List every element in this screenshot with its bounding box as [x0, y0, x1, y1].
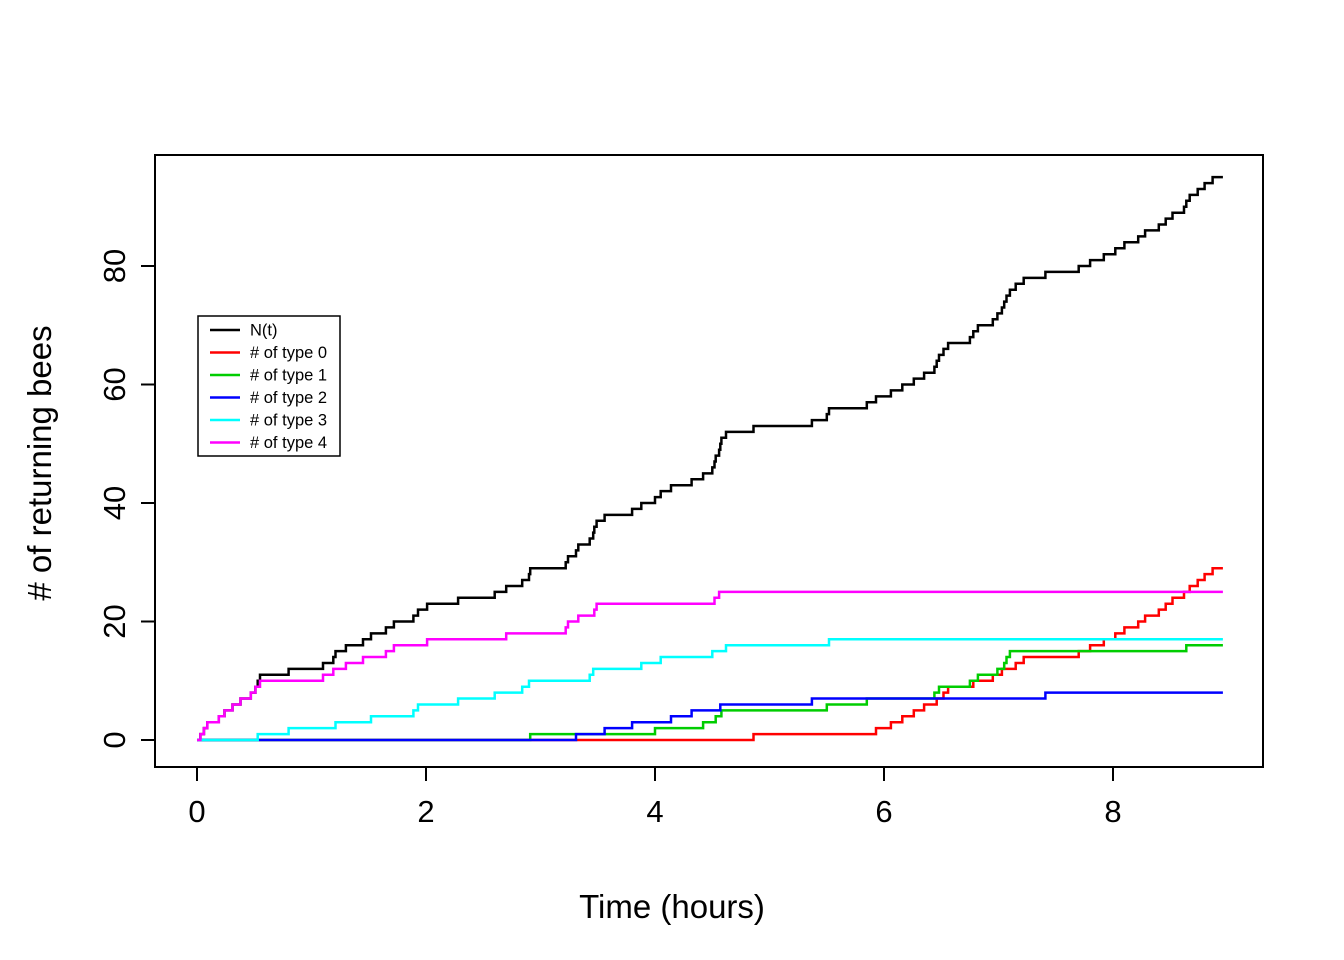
- series-curve-of-type-1: [197, 643, 1223, 742]
- y-axis-tick-label-20: 20: [97, 604, 132, 638]
- legend-label-3: # of type 2: [250, 389, 327, 407]
- legend-box: [197, 315, 341, 457]
- legend-label-5: # of type 4: [250, 434, 327, 452]
- y-axis-tick-label-80: 80: [97, 249, 132, 283]
- x-axis-tick-label-4: 4: [646, 794, 663, 829]
- y-axis-title: # of returning bees: [21, 325, 58, 601]
- legend-label-2: # of type 1: [250, 367, 327, 385]
- x-axis-tick-label-8: 8: [1104, 794, 1121, 829]
- x-axis-tick-label-6: 6: [875, 794, 892, 829]
- series-curve-of-type-3: [197, 638, 1223, 742]
- x-axis-tick-label-0: 0: [188, 794, 205, 829]
- y-axis-tick-label-0: 0: [97, 731, 132, 748]
- legend-label-4: # of type 3: [250, 412, 327, 430]
- series-curve-of-type-0: [197, 566, 1223, 742]
- plot-border: [154, 154, 1264, 768]
- x-axis-title: Time (hours): [579, 888, 765, 925]
- legend-label-0: N(t): [250, 322, 278, 340]
- series-curve-of-type-2: [197, 691, 1223, 742]
- series-curve-of-type-4: [197, 590, 1223, 742]
- series-curve-n-t: [197, 175, 1223, 742]
- y-axis-tick-label-40: 40: [97, 486, 132, 520]
- legend-label-1: # of type 0: [250, 344, 327, 362]
- y-axis-tick-label-60: 60: [97, 367, 132, 401]
- x-axis-tick-label-2: 2: [417, 794, 434, 829]
